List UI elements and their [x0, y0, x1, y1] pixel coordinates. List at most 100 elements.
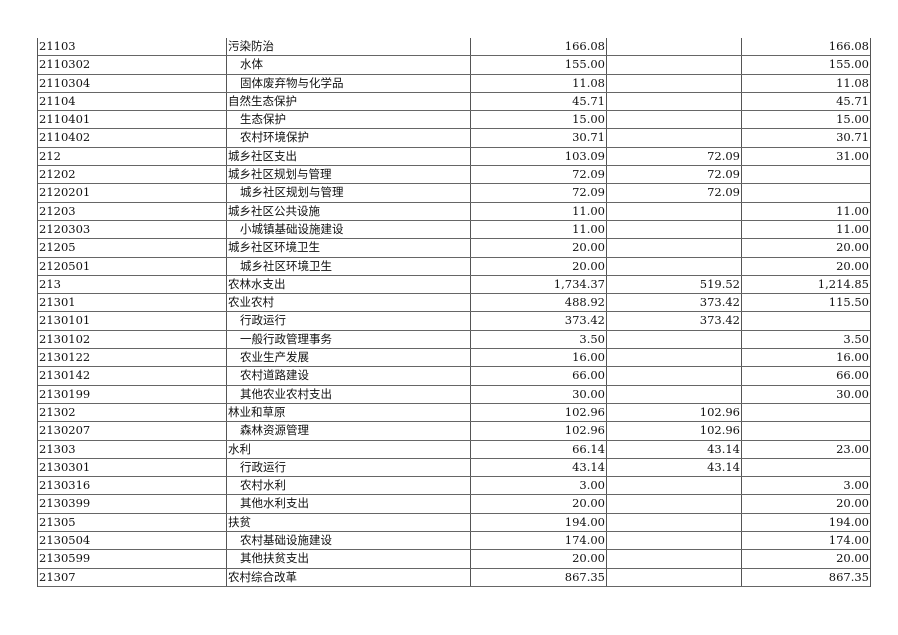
- table-row: 2130316 农村水利 3.00 3.00: [38, 477, 870, 496]
- code-cell: 2130504: [39, 533, 91, 548]
- name-cell: 城乡社区公共设施: [226, 202, 470, 220]
- table-row: 213 农林水支出 1,734.37 519.52 1,214.85: [38, 275, 870, 295]
- project-cell: 20.00: [741, 550, 870, 568]
- project-cell: 867.35: [741, 568, 870, 586]
- project-cell: [741, 403, 870, 422]
- project-cell: 1,214.85: [741, 275, 870, 294]
- total-cell: 30.71: [470, 129, 606, 147]
- basic-cell: [606, 477, 741, 495]
- total-cell: 102.96: [470, 422, 606, 440]
- code-cell: 2120303: [39, 221, 91, 236]
- total-cell: 30.00: [470, 385, 606, 403]
- code-cell: 21302: [39, 404, 76, 419]
- code-cell: 2110401: [39, 112, 91, 127]
- code-cell: 21202: [39, 167, 76, 182]
- project-cell: 166.08: [741, 38, 870, 56]
- project-cell: 20.00: [741, 239, 870, 257]
- table-row: 2110401 生态保护 15.00 15.00: [38, 111, 870, 130]
- name-cell: 小城镇基础设施建设: [226, 220, 470, 239]
- basic-cell: [606, 220, 741, 239]
- basic-cell: 102.96: [606, 422, 741, 440]
- code-cell: 2130316: [39, 478, 91, 493]
- code-cell: 2130301: [39, 459, 91, 474]
- table-row: 21202 城乡社区规划与管理 72.09 72.09: [38, 166, 870, 185]
- basic-cell: 72.09: [606, 184, 741, 202]
- basic-cell: [606, 495, 741, 513]
- code-cell: 21301: [39, 295, 76, 310]
- code-cell: 213: [39, 276, 61, 291]
- code-cell: 2130599: [39, 551, 91, 566]
- project-cell: 15.00: [741, 111, 870, 129]
- name-cell: 农林水支出: [226, 275, 470, 294]
- basic-cell: [606, 202, 741, 220]
- total-cell: 867.35: [470, 568, 606, 586]
- table-row: 21104 自然生态保护 45.71 45.71: [38, 92, 870, 112]
- table-row: 21203 城乡社区公共设施 11.00 11.00: [38, 202, 870, 221]
- name-cell: 森林资源管理: [226, 422, 470, 440]
- name-cell: 其他扶贫支出: [226, 550, 470, 568]
- project-cell: 31.00: [741, 147, 870, 166]
- project-cell: 30.00: [741, 385, 870, 403]
- project-cell: 11.00: [741, 220, 870, 239]
- basic-cell: [606, 92, 741, 111]
- total-cell: 166.08: [470, 38, 606, 56]
- basic-cell: [606, 56, 741, 74]
- project-cell: 45.71: [741, 92, 870, 111]
- total-cell: 66.00: [470, 367, 606, 385]
- code-cell: 2110302: [39, 57, 91, 72]
- total-cell: 43.14: [470, 458, 606, 477]
- basic-cell: [606, 385, 741, 403]
- basic-cell: [606, 74, 741, 92]
- name-cell: 城乡社区支出: [226, 147, 470, 166]
- code-cell: 2130399: [39, 496, 91, 511]
- project-cell: 30.71: [741, 129, 870, 147]
- code-cell: 2130199: [39, 386, 91, 401]
- total-cell: 3.00: [470, 477, 606, 495]
- table-row: 2130102 一般行政管理事务 3.50 3.50: [38, 330, 870, 350]
- name-cell: 扶贫: [226, 513, 470, 532]
- basic-cell: [606, 513, 741, 532]
- name-cell: 农村综合改革: [226, 568, 470, 586]
- code-cell: 2120201: [39, 185, 91, 200]
- basic-cell: [606, 129, 741, 147]
- project-cell: [741, 422, 870, 440]
- project-cell: 3.00: [741, 477, 870, 495]
- total-cell: 66.14: [470, 440, 606, 458]
- name-cell: 农村环境保护: [226, 129, 470, 147]
- name-cell: 污染防治: [226, 38, 470, 56]
- code-cell: 21103: [39, 39, 76, 53]
- project-cell: 20.00: [741, 257, 870, 275]
- project-cell: [741, 166, 870, 184]
- basic-cell: 373.42: [606, 294, 741, 312]
- total-cell: 488.92: [470, 294, 606, 312]
- table-row: 2130122 农业生产发展 16.00 16.00: [38, 349, 870, 368]
- basic-cell: 43.14: [606, 440, 741, 458]
- project-cell: [741, 184, 870, 202]
- basic-cell: [606, 568, 741, 586]
- basic-cell: 72.09: [606, 166, 741, 184]
- basic-cell: 43.14: [606, 458, 741, 477]
- basic-cell: 373.42: [606, 312, 741, 330]
- code-cell: 21303: [39, 441, 76, 456]
- table-row: 2120501 城乡社区环境卫生 20.00 20.00: [38, 257, 870, 276]
- project-cell: 3.50: [741, 330, 870, 349]
- name-cell: 林业和草原: [226, 403, 470, 422]
- code-cell: 2130101: [39, 313, 91, 328]
- total-cell: 45.71: [470, 92, 606, 111]
- table-row: 21302 林业和草原 102.96 102.96: [38, 403, 870, 423]
- project-cell: 155.00: [741, 56, 870, 74]
- table-row: 2130142 农村道路建设 66.00 66.00: [38, 367, 870, 386]
- table-row: 21301 农业农村 488.92 373.42 115.50: [38, 294, 870, 313]
- total-cell: 1,734.37: [470, 275, 606, 294]
- basic-cell: [606, 550, 741, 568]
- name-cell: 水体: [226, 56, 470, 74]
- project-cell: [741, 458, 870, 477]
- basic-cell: [606, 239, 741, 257]
- code-cell: 21307: [39, 569, 76, 584]
- total-cell: 20.00: [470, 239, 606, 257]
- name-cell: 行政运行: [226, 312, 470, 330]
- total-cell: 155.00: [470, 56, 606, 74]
- project-cell: [741, 312, 870, 330]
- name-cell: 农村基础设施建设: [226, 532, 470, 550]
- total-cell: 20.00: [470, 495, 606, 513]
